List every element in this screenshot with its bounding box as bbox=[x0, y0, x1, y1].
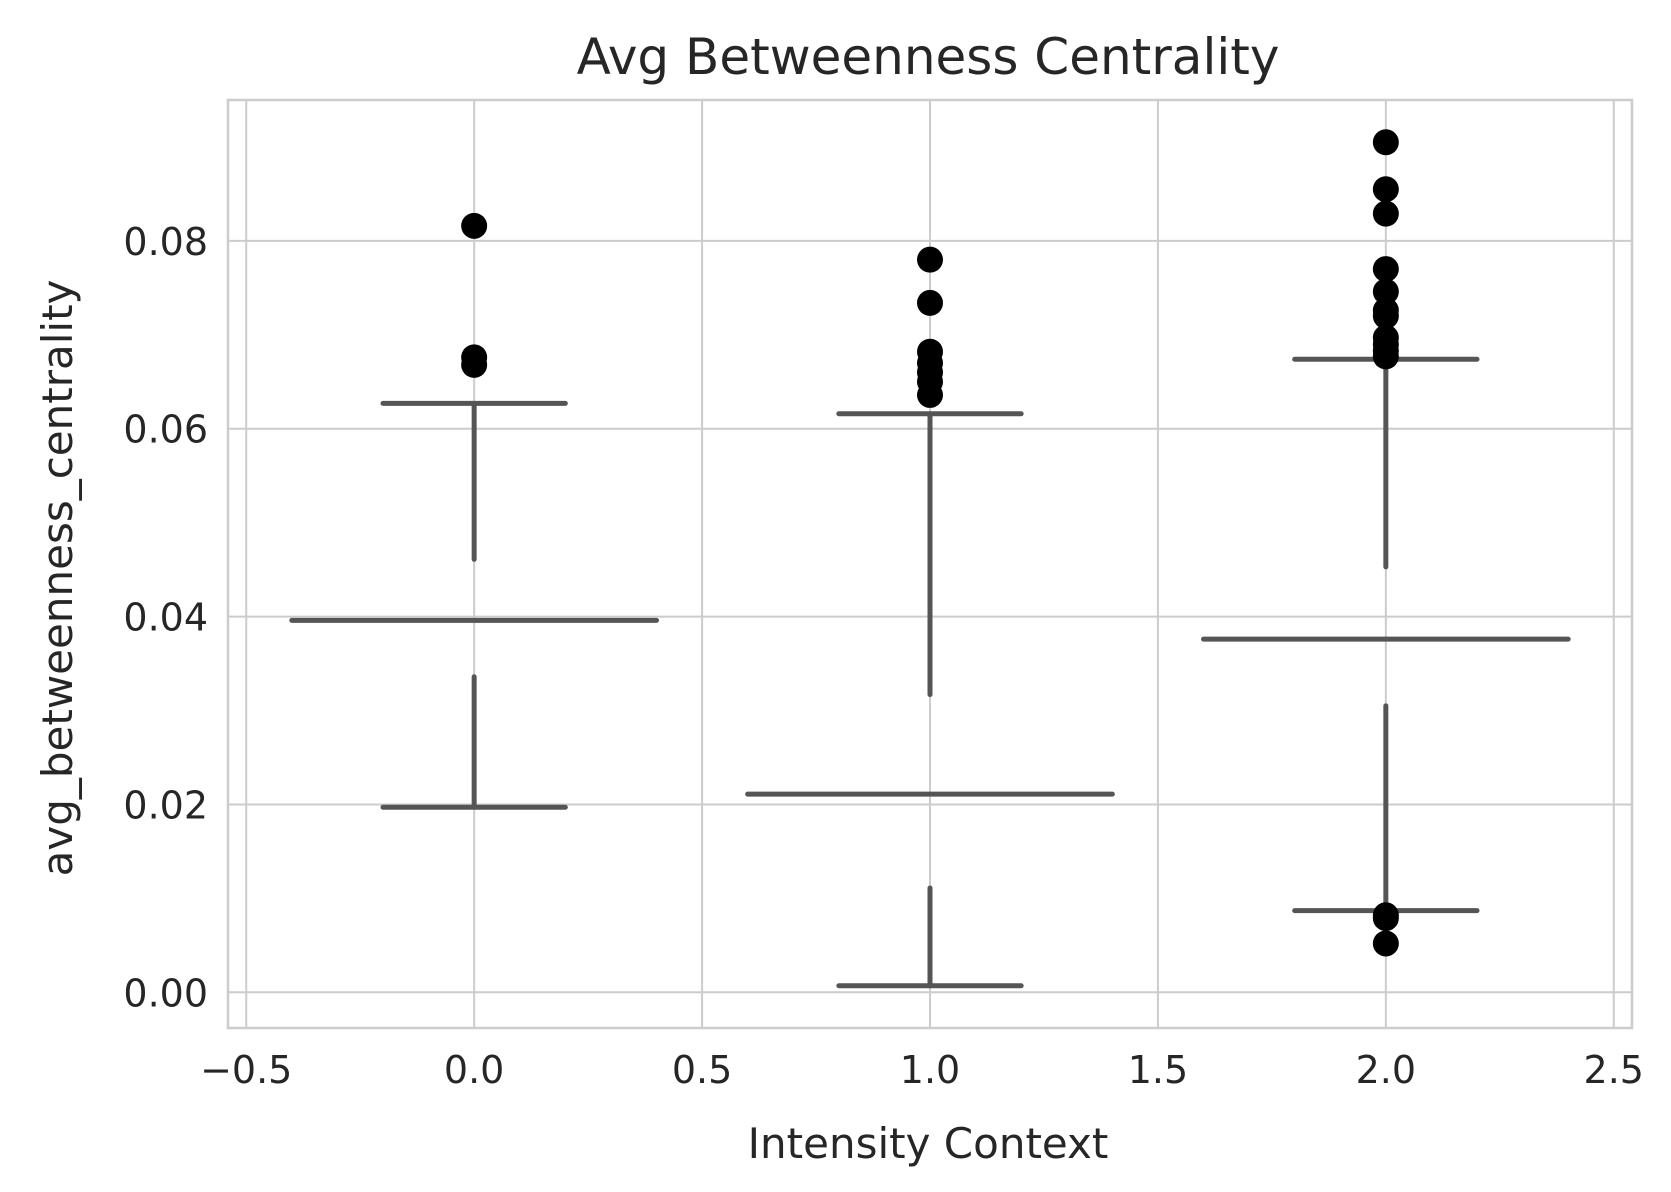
box-series bbox=[289, 356, 1571, 989]
x-tick-label: 1.0 bbox=[900, 1048, 960, 1092]
plot-frame bbox=[226, 98, 1634, 1030]
outlier-point bbox=[917, 246, 943, 273]
chart-title: Avg Betweenness Centrality bbox=[577, 28, 1280, 86]
x-tick-label: −0.5 bbox=[200, 1048, 292, 1092]
box-group bbox=[745, 411, 1115, 989]
y-tick-label: 0.00 bbox=[123, 971, 208, 1015]
outlier-point bbox=[1372, 905, 1399, 932]
outlier-point bbox=[1372, 256, 1399, 283]
x-tick-label: 0.0 bbox=[444, 1048, 504, 1092]
outlier-point bbox=[1372, 303, 1399, 330]
outlier-point bbox=[917, 381, 943, 408]
plot-area-border bbox=[226, 98, 1634, 1030]
outlier-point bbox=[1372, 930, 1399, 957]
x-tick-label: 0.5 bbox=[672, 1048, 732, 1092]
x-tick-label: 2.5 bbox=[1584, 1048, 1644, 1092]
outlier-point bbox=[1372, 129, 1399, 156]
outlier-point bbox=[461, 212, 488, 239]
x-axis-label: Intensity Context bbox=[748, 1119, 1109, 1168]
y-tick-label: 0.04 bbox=[123, 596, 208, 640]
x-tick-label: 1.5 bbox=[1128, 1048, 1188, 1092]
x-tick-label: 2.0 bbox=[1356, 1048, 1416, 1092]
axis-ticks: −0.5 0.0 0.5 1.0 1.5 2.0 2.5 0.00 0.02 0.04 0.06 0.… bbox=[123, 220, 1644, 1092]
outlier-point bbox=[461, 351, 488, 378]
outlier-point bbox=[1372, 278, 1399, 305]
outlier-points bbox=[461, 129, 1399, 957]
y-tick-label: 0.08 bbox=[123, 220, 208, 264]
outlier-point bbox=[1372, 200, 1399, 227]
y-tick-label: 0.02 bbox=[123, 783, 208, 827]
outlier-point bbox=[1372, 176, 1399, 203]
box-group bbox=[289, 400, 659, 810]
y-tick-label: 0.06 bbox=[123, 408, 208, 452]
outlier-point bbox=[1372, 343, 1399, 370]
y-axis-label: avg_betweenness_centrality bbox=[33, 280, 82, 877]
outlier-point bbox=[917, 289, 943, 316]
